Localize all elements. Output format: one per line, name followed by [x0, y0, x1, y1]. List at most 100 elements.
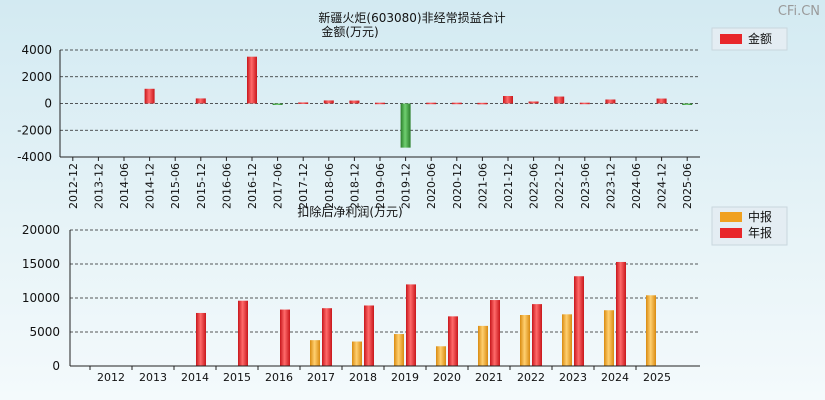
- chart2-bar-annual: [574, 276, 584, 366]
- chart1-x-tick-label: 2018-12: [348, 163, 361, 209]
- chart2-bar-annual: [406, 284, 416, 366]
- chart2-y-tick-label: 5000: [29, 325, 60, 339]
- chart-deducted-net-profit: 扣除后净利润(万元) 中报 年报 20000 15000 10000 5000 0 20…: [22, 204, 788, 384]
- chart1-bar: [144, 88, 155, 104]
- chart2-title: 扣除后净利润(万元): [297, 204, 402, 219]
- chart2-bar-annual: [238, 300, 248, 366]
- chart1-y-tick-label: -2000: [17, 123, 52, 137]
- chart1-title: 新疆火炬(603080)非经常损益合计: [318, 10, 505, 25]
- chart2-legend: 中报 年报: [711, 206, 788, 246]
- chart2-x-tick-label: 2022: [517, 371, 545, 384]
- chart1-gridlines: [60, 49, 700, 131]
- chart2-bars: [196, 261, 656, 366]
- chart1-y-tick-label: 2000: [21, 70, 52, 84]
- chart1-x-tick-label: 2015-12: [195, 163, 208, 209]
- chart1-x-tick-label: 2013-12: [92, 163, 105, 209]
- watermark: CFi.CN: [778, 4, 820, 19]
- chart1-bar: [656, 98, 667, 104]
- chart1-bar: [375, 102, 385, 105]
- chart2-bar-annual: [196, 312, 206, 366]
- chart1-x-tick-label: 2025-06: [681, 163, 694, 209]
- chart2-x-tick-label: 2019: [391, 371, 419, 384]
- chart2-y-tick-label: 0: [52, 359, 60, 373]
- chart2-x-tick-label: 2020: [433, 371, 461, 384]
- chart1-x-tick-label: 2019-12: [400, 163, 413, 209]
- chart1-x-tick-label: 2021-06: [476, 163, 489, 209]
- chart1-bar: [477, 102, 488, 105]
- chart2-axes: [69, 230, 700, 367]
- chart1-bar: [579, 102, 590, 105]
- chart1-bar: [503, 96, 513, 104]
- chart2-bar-interim: [646, 295, 656, 366]
- chart2-x-axis-ticks: 2012 2013 2014 2015 2016 2017 2018 2019 2020 2021…: [89, 366, 671, 384]
- chart1-legend-box: [711, 27, 788, 51]
- chart1-legend-swatch: [720, 34, 742, 44]
- chart1-x-tick-label: 2016-06: [220, 163, 233, 209]
- chart2-x-tick-label: 2024: [601, 371, 629, 384]
- chart1-x-tick-label: 2017-06: [272, 163, 285, 209]
- chart2-x-tick-label: 2015: [223, 371, 251, 384]
- chart1-bar: [554, 96, 565, 104]
- chart1-bar: [682, 103, 693, 105]
- chart2-x-tick-label: 2012: [97, 371, 125, 384]
- chart2-legend-label-annual: 年报: [748, 225, 772, 240]
- chart1-x-tick-label: 2015-06: [169, 163, 182, 209]
- chart2-legend-swatch-annual: [720, 228, 742, 238]
- chart2-x-tick-label: 2017: [307, 371, 335, 384]
- chart2-x-tick-label: 2023: [559, 371, 587, 384]
- chart2-bar-annual: [364, 305, 374, 366]
- chart2-bar-interim: [436, 346, 446, 366]
- chart1-bar: [400, 103, 411, 148]
- chart2-y-tick-label: 20000: [22, 223, 60, 237]
- chart1-x-tick-label: 2019-06: [374, 163, 387, 209]
- chart2-bar-interim: [352, 341, 362, 366]
- chart2-x-tick-label: 2013: [139, 371, 167, 384]
- chart1-bar: [247, 56, 257, 104]
- chart1-bar: [528, 101, 539, 104]
- chart1-x-tick-label: 2023-06: [579, 163, 592, 209]
- chart2-x-tick-label: 2016: [265, 371, 293, 384]
- chart1-y-tick-label: 4000: [21, 43, 52, 57]
- chart2-bar-annual: [532, 304, 542, 366]
- chart2-bar-interim: [478, 325, 488, 366]
- chart1-x-tick-label: 2022-12: [553, 163, 566, 209]
- chart1-bar: [426, 102, 437, 105]
- chart1-x-tick-label: 2023-12: [604, 163, 617, 209]
- chart1-x-tick-label: 2021-12: [502, 163, 515, 209]
- chart1-bar: [298, 102, 309, 104]
- chart1-y-tick-label: 0: [44, 97, 52, 111]
- chart1-x-tick-label: 2016-12: [246, 163, 259, 209]
- chart1-y-tick-label: -4000: [17, 150, 52, 164]
- chart2-y-tick-label: 10000: [22, 291, 60, 305]
- chart2-x-tick-label: 2014: [181, 371, 209, 384]
- chart2-legend-label-interim: 中报: [748, 209, 772, 224]
- chart1-x-axis-ticks: 2012-12 2013-12 2014-06 2014-12 2015-06 2015-…: [67, 157, 694, 209]
- chart2-bar-interim: [310, 340, 320, 366]
- chart2-bar-interim: [604, 310, 614, 366]
- chart2-bar-annual: [490, 300, 500, 366]
- chart2-bar-interim: [562, 314, 572, 366]
- chart1-legend-label: 金额: [748, 31, 772, 46]
- chart1-subtitle: 金额(万元): [321, 24, 378, 39]
- chart2-bar-annual: [616, 261, 626, 366]
- chart1-bar: [323, 100, 334, 104]
- chart1-x-tick-label: 2017-12: [297, 163, 310, 209]
- chart1-x-tick-label: 2018-06: [323, 163, 336, 209]
- chart1-legend: 金额: [711, 27, 788, 51]
- chart2-bar-interim: [520, 315, 530, 366]
- chart1-x-tick-label: 2012-12: [67, 163, 80, 209]
- chart1-bar: [349, 100, 360, 104]
- chart2-bar-annual: [322, 308, 332, 366]
- chart1-bar: [272, 103, 283, 105]
- chart1-x-tick-label: 2014-06: [118, 163, 131, 209]
- chart1-bar: [605, 99, 616, 104]
- chart1-x-tick-label: 2024-12: [656, 163, 669, 209]
- chart2-x-tick-label: 2021: [475, 371, 503, 384]
- chart1-x-tick-label: 2020-12: [451, 163, 464, 209]
- chart-non-recurring-gains: 新疆火炬(603080)非经常损益合计 金额(万元) 金额 4000 2000 0 -…: [17, 10, 788, 209]
- chart1-x-tick-label: 2024-06: [630, 163, 643, 209]
- chart1-bars: [144, 56, 693, 148]
- chart1-bar: [195, 98, 206, 104]
- chart2-bar-annual: [280, 309, 290, 366]
